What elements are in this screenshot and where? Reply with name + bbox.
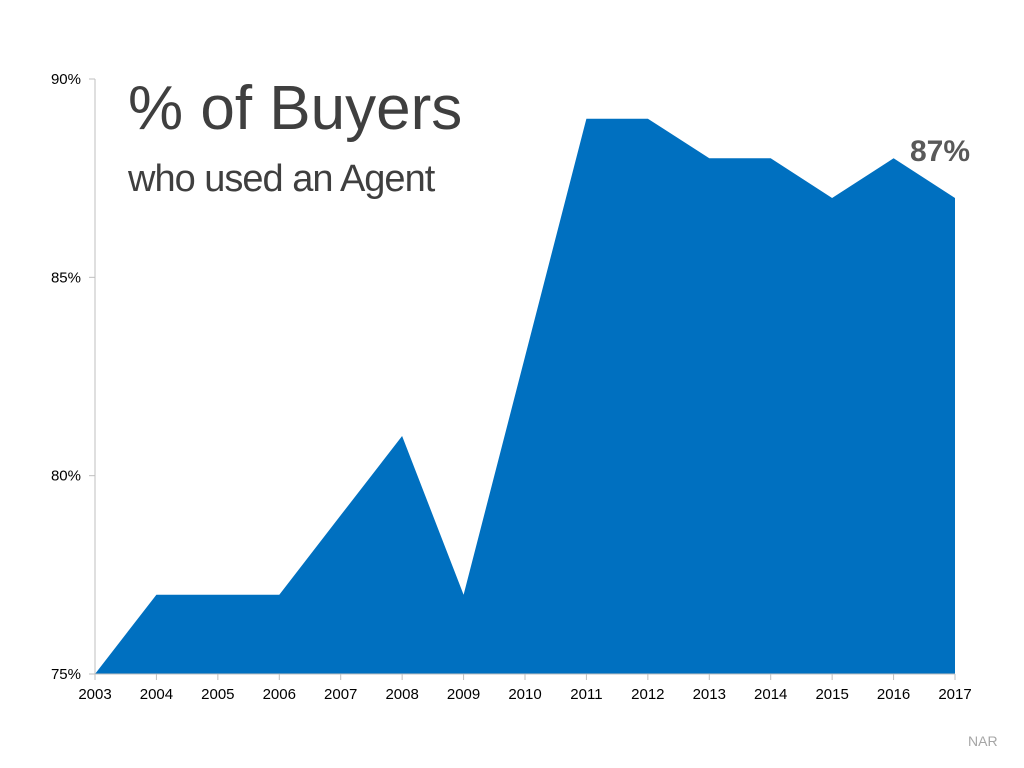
x-tick-label: 2012 <box>631 686 664 703</box>
source-label: NAR <box>968 733 998 749</box>
x-tick-label: 2013 <box>693 686 726 703</box>
area-layer <box>95 118 955 674</box>
axis-layer <box>89 78 956 680</box>
x-tick-label: 2015 <box>815 686 848 703</box>
x-tick-label: 2011 <box>570 686 602 703</box>
x-tick-label: 2016 <box>877 686 910 703</box>
x-tick-label: 2006 <box>263 686 296 703</box>
x-tick-label: 2005 <box>201 686 234 703</box>
chart-title: % of Buyers <box>128 74 463 143</box>
y-tick-label: 75% <box>51 666 81 683</box>
y-tick-label: 85% <box>51 269 81 286</box>
x-tick-label: 2010 <box>508 686 541 703</box>
y-tick-label: 80% <box>51 468 81 485</box>
x-tick-label: 2014 <box>754 686 787 703</box>
tick-labels: 75% 80% 85% 90% 2003 2004 2005 2006 2007 2008 2009… <box>51 71 972 703</box>
latest-value-annotation: 87% <box>910 135 971 168</box>
x-tick-label: 2008 <box>385 686 418 703</box>
x-tick-label: 2007 <box>324 686 357 703</box>
x-tick-label: 2003 <box>78 686 111 703</box>
x-tick-label: 2009 <box>447 686 480 703</box>
x-tick-label: 2004 <box>140 686 173 703</box>
area-series <box>95 118 955 674</box>
y-tick-label: 90% <box>51 71 81 88</box>
x-tick-label: 2017 <box>938 686 971 703</box>
chart-subtitle: who used an Agent <box>128 158 435 200</box>
